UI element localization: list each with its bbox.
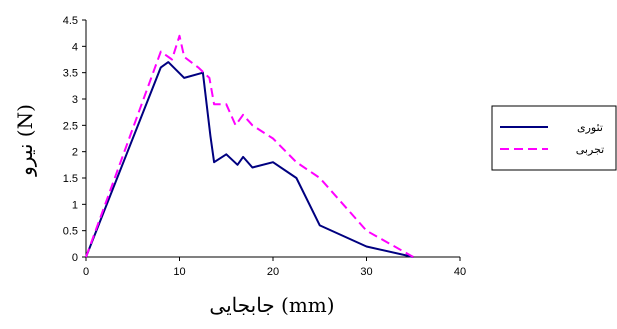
legend-box	[491, 105, 617, 171]
y-tick-label: 4.5	[63, 15, 78, 27]
axes: 0 0.5 1 1.5 2 2.5 3 3.5 4 4.5 0 10 20 30 40	[63, 15, 466, 278]
series-line-experimental	[85, 34, 414, 258]
series-line-theory	[85, 61, 414, 258]
y-tick-label: 0.5	[63, 226, 78, 238]
y-tick-label: 4	[72, 41, 78, 53]
x-tick-label: 0	[83, 266, 89, 278]
x-tick-label: 20	[267, 266, 279, 278]
y-axis-title: نیرو (N)	[13, 104, 37, 177]
y-tick-label: 3.5	[63, 68, 78, 80]
y-tick-label: 3	[72, 94, 78, 106]
plot-lines	[85, 34, 414, 258]
y-tick-label: 2	[72, 147, 78, 159]
x-tick-label: 10	[173, 266, 185, 278]
axis-titles: جابجایی (mm) نیرو (N)	[13, 104, 335, 317]
x-axis-title: جابجایی (mm)	[209, 293, 334, 317]
legend-label-theory: تئوری	[577, 122, 603, 134]
x-tick-label: 40	[454, 266, 466, 278]
y-tick-label: 1.5	[63, 173, 78, 185]
y-tick-label: 0	[72, 252, 78, 264]
y-tick-label: 2.5	[63, 120, 78, 132]
legend-label-experimental: تجربی	[576, 144, 604, 156]
y-tick-label: 1	[72, 199, 78, 211]
legend: تئوری تجربی	[491, 105, 617, 171]
x-tick-label: 30	[360, 266, 372, 278]
